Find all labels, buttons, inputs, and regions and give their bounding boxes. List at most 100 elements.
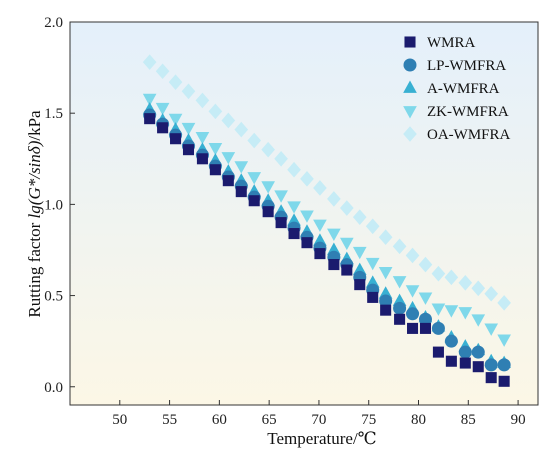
data-point <box>472 361 484 373</box>
data-point <box>405 247 420 264</box>
data-point <box>247 172 262 185</box>
data-point <box>195 132 210 145</box>
data-point <box>378 266 393 280</box>
data-point <box>405 285 420 298</box>
data-point <box>168 113 183 127</box>
data-point <box>379 294 393 308</box>
series-zk-wmfra <box>142 93 511 347</box>
data-point <box>181 83 196 100</box>
data-point <box>261 181 275 194</box>
data-point <box>471 345 485 359</box>
data-point <box>407 322 419 334</box>
data-point <box>142 93 157 107</box>
data-point <box>313 180 327 196</box>
data-point <box>378 229 393 246</box>
plot-frame <box>69 21 539 406</box>
data-point <box>170 133 182 145</box>
data-point <box>341 264 353 276</box>
data-point <box>247 132 262 149</box>
data-point <box>261 141 275 158</box>
data-point <box>313 219 327 232</box>
data-point <box>431 265 446 282</box>
data-point <box>300 210 314 223</box>
legend-label: A-WMFRA <box>427 81 500 97</box>
data-point <box>221 112 236 129</box>
data-point <box>471 314 486 327</box>
data-point <box>354 279 366 291</box>
data-point <box>419 322 432 334</box>
data-point <box>497 358 511 372</box>
data-point <box>274 150 288 167</box>
data-point <box>196 153 208 165</box>
data-point <box>301 237 313 249</box>
legend-item: LP-WMFRA <box>403 58 506 74</box>
x-tick-label: 70 <box>311 412 326 428</box>
legend: WMRA LP-WMFRA A-WMFRA ZK-WMFRA OA-WMFRA <box>403 35 511 143</box>
data-point <box>288 228 300 240</box>
data-point <box>248 195 260 207</box>
data-point <box>484 285 499 302</box>
data-point <box>432 346 444 358</box>
x-tick-label: 75 <box>361 412 376 428</box>
data-point <box>314 248 326 260</box>
x-tick-label: 85 <box>461 412 476 428</box>
data-point <box>339 200 354 216</box>
y-tick-label: 0.5 <box>44 289 63 305</box>
data-point <box>459 357 471 369</box>
data-point <box>444 305 459 318</box>
data-point <box>418 312 432 326</box>
x-tick-label: 90 <box>511 412 526 428</box>
data-point <box>418 292 433 305</box>
data-point <box>142 54 157 70</box>
data-point <box>275 217 287 229</box>
data-point <box>208 103 223 120</box>
data-point <box>155 63 170 80</box>
data-point <box>168 74 183 90</box>
data-point <box>352 209 367 225</box>
data-point <box>365 257 380 271</box>
legend-marker <box>403 80 417 93</box>
x-tick-label: 65 <box>262 412 277 428</box>
legend-label: LP-WMFRA <box>427 58 506 74</box>
legend-item: WMRA <box>404 35 476 51</box>
x-tick-label: 60 <box>212 412 227 428</box>
data-point <box>444 269 459 286</box>
data-point <box>365 218 380 235</box>
y-tick-label: 1.5 <box>44 106 63 122</box>
data-point <box>497 334 511 347</box>
data-point <box>262 206 274 218</box>
y-axis-title-prefix: Rutting factor <box>25 218 44 317</box>
legend-marker <box>403 126 417 142</box>
data-point <box>287 201 301 214</box>
x-tick-label: 80 <box>411 412 426 428</box>
data-point <box>221 152 236 165</box>
legend-item: OA-WMFRA <box>403 126 511 143</box>
data-point <box>458 307 473 320</box>
series-oa-wmfra <box>142 54 511 311</box>
y-tick-label: 1.0 <box>44 197 63 213</box>
data-point <box>431 303 446 316</box>
data-point <box>328 259 340 271</box>
data-point <box>498 375 510 387</box>
legend-label: OA-WMFRA <box>427 127 511 143</box>
y-tick-label: 2.0 <box>44 15 63 31</box>
x-axis-title: Temperature/℃ <box>267 429 376 448</box>
data-point <box>406 307 420 321</box>
x-tick-label: 55 <box>162 412 177 428</box>
data-point <box>497 295 511 311</box>
data-point <box>393 301 407 315</box>
data-point <box>458 345 472 359</box>
data-point <box>300 171 314 187</box>
y-tick-label: 0.0 <box>44 380 63 396</box>
data-point <box>235 186 247 198</box>
data-point <box>444 334 458 348</box>
data-point <box>195 92 210 109</box>
data-point <box>274 190 288 203</box>
data-point <box>484 358 498 372</box>
data-point <box>234 161 249 174</box>
data-point <box>234 121 249 138</box>
legend-item: A-WMFRA <box>403 80 500 97</box>
data-point <box>222 175 234 187</box>
data-point <box>367 291 379 303</box>
